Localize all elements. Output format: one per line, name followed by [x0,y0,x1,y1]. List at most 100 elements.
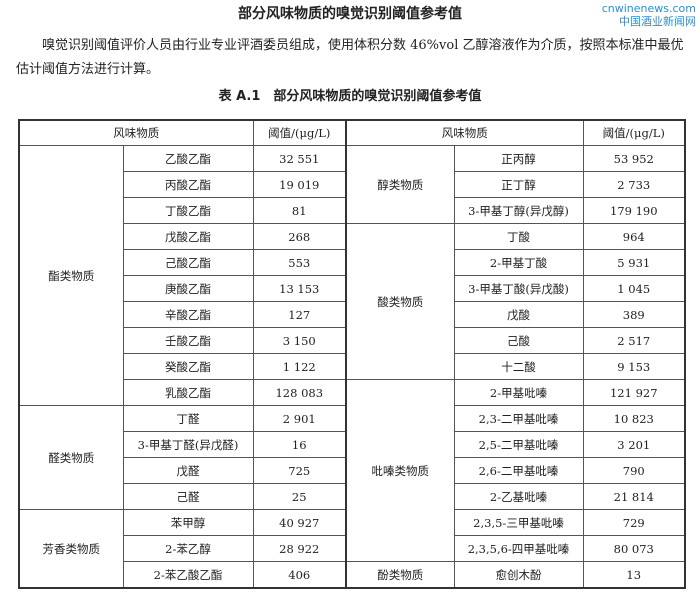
header-threshold-right: 阈值/(μg/L) [582,119,686,146]
table-row: 酯类物质 乙酸乙酯 32 551 醇类物质 正丙醇 53 952 [18,145,686,406]
threshold-value: 964 [582,223,686,250]
threshold-value: 790 [582,457,686,484]
threshold-value: 2 517 [582,327,686,354]
threshold-value: 40 927 [252,509,347,536]
threshold-value: 16 [252,431,347,458]
substance-name: 癸酸乙酯 [122,353,254,380]
substance-name: 愈创木酚 [453,561,584,589]
table-row: 癸酸乙酯 1 122 十二酸 9 153 [19,353,686,380]
threshold-value: 19 019 [252,171,347,198]
substance-name: 丁酸 [453,223,584,250]
substance-name: 2-甲基吡嗪 [453,379,584,406]
table-row: 己醛 25 2-乙基吡嗪 21 814 [19,483,686,510]
threshold-value: 81 [252,197,347,224]
table-row: 丁酸乙酯 81 3-甲基丁醇(异戊醇) 179 190 [19,197,686,224]
category-cell: 吡嗪类物质 [345,379,455,562]
document-title: 部分风味物质的嗅觉识别阈值参考值 [238,6,462,22]
threshold-value: 13 [582,561,686,589]
table-row: 壬酸乙酯 3 150 己酸 2 517 [19,327,686,354]
substance-name: 2,3-二甲基吡嗪 [453,405,584,432]
threshold-value: 13 153 [252,275,347,302]
substance-name: 己酸 [453,327,584,354]
substance-name: 辛酸乙酯 [122,301,254,328]
substance-name: 丁酸乙酯 [122,197,254,224]
table-row: 芳香类物质 苯甲醇 40 927 2,3,5-三甲基吡嗪 729 [18,509,686,589]
substance-name: 2-苯乙醇 [122,535,254,562]
threshold-value: 28 922 [252,535,347,562]
table-row: 乳酸乙酯 128 083 吡嗪类物质 2-甲基吡嗪 121 927 [19,379,686,562]
substance-name: 丙酸乙酯 [122,171,254,198]
table-row: 辛酸乙酯 127 戊酸 389 [19,301,686,328]
substance-name: 3-甲基丁酸(异戊酸) [453,275,584,302]
table-row: 2-苯乙酸乙酯 406 酚类物质 愈创木酚 13 [19,561,686,589]
threshold-value: 25 [252,483,347,510]
threshold-value: 389 [582,301,686,328]
substance-name: 庚酸乙酯 [122,275,254,302]
substance-name: 2,5-二甲基吡嗪 [453,431,584,458]
substance-name: 乙酸乙酯 [122,145,254,172]
threshold-value: 121 927 [582,379,686,406]
threshold-value: 5 931 [582,249,686,276]
category-cell: 酚类物质 [345,561,455,589]
substance-name: 丁醛 [122,405,254,432]
threshold-value: 2 733 [582,171,686,198]
table-row: 丙酸乙酯 19 019 正丁醇 2 733 [19,171,686,198]
substance-name: 2-乙基吡嗪 [453,483,584,510]
header-substance-left: 风味物质 [18,119,254,146]
category-cell: 醇类物质 [345,145,455,224]
category-cell: 醛类物质 [18,405,124,510]
header-substance-right: 风味物质 [345,119,584,146]
table-header-row: 风味物质 阈值/(μg/L) 风味物质 阈值/(μg/L) [18,119,686,146]
category-cell: 酯类物质 [18,145,124,406]
document-page: 部分风味物质的嗅觉识别阈值参考值 嗅觉识别阈值评价人员由行业专业评酒委员组成，使… [16,6,686,589]
threshold-value: 128 083 [252,379,347,406]
threshold-value: 2 901 [252,405,347,432]
threshold-value: 80 073 [582,535,686,562]
substance-name: 2-甲基丁酸 [453,249,584,276]
threshold-table: 风味物质 阈值/(μg/L) 风味物质 阈值/(μg/L) 酯类物质 乙酸乙酯 32… [18,119,686,589]
table-row: 庚酸乙酯 13 153 3-甲基丁酸(异戊酸) 1 045 [19,275,686,302]
substance-name: 壬酸乙酯 [122,327,254,354]
threshold-value: 32 551 [252,145,347,172]
substance-name: 戊酸 [453,301,584,328]
substance-name: 乳酸乙酯 [122,379,254,406]
category-cell: 酸类物质 [345,223,455,380]
substance-name: 十二酸 [453,353,584,380]
table-row: 戊醛 725 2,6-二甲基吡嗪 790 [19,457,686,484]
category-cell: 芳香类物质 [18,509,124,589]
substance-name: 戊酸乙酯 [122,223,254,250]
table-row: 3-甲基丁醛(异戊醛) 16 2,5-二甲基吡嗪 3 201 [19,431,686,458]
table-row: 醛类物质 丁醛 2 901 2,3-二甲基吡嗪 10 823 [18,405,686,510]
substance-name: 3-甲基丁醇(异戊醇) [453,197,584,224]
substance-name: 2,3,5-三甲基吡嗪 [453,509,584,536]
threshold-value: 9 153 [582,353,686,380]
substance-name: 戊醛 [122,457,254,484]
substance-name: 2-苯乙酸乙酯 [122,561,254,589]
threshold-value: 553 [252,249,347,276]
substance-name: 己酸乙酯 [122,249,254,276]
threshold-value: 268 [252,223,347,250]
table-row: 2-苯乙醇 28 922 2,3,5,6-四甲基吡嗪 80 073 [19,535,686,562]
threshold-value: 21 814 [582,483,686,510]
threshold-value: 3 201 [582,431,686,458]
threshold-value: 179 190 [582,197,686,224]
threshold-value: 1 045 [582,275,686,302]
substance-name: 3-甲基丁醛(异戊醛) [122,431,254,458]
substance-name: 2,3,5,6-四甲基吡嗪 [453,535,584,562]
table-row: 己酸乙酯 553 2-甲基丁酸 5 931 [19,249,686,276]
intro-paragraph: 嗅觉识别阈值评价人员由行业专业评酒委员组成，使用体积分数 46%vol 乙醇溶液… [16,38,684,77]
substance-name: 苯甲醇 [122,509,254,536]
threshold-value: 53 952 [582,145,686,172]
threshold-value: 1 122 [252,353,347,380]
substance-name: 2,6-二甲基吡嗪 [453,457,584,484]
table-caption: 表 A.1 部分风味物质的嗅觉识别阈值参考值 [218,89,482,104]
threshold-value: 725 [252,457,347,484]
table-row: 戊酸乙酯 268 酸类物质 丁酸 964 [19,223,686,380]
substance-name: 己醛 [122,483,254,510]
threshold-value: 10 823 [582,405,686,432]
substance-name: 正丙醇 [453,145,584,172]
threshold-value: 127 [252,301,347,328]
substance-name: 正丁醇 [453,171,584,198]
threshold-value: 3 150 [252,327,347,354]
header-threshold-left: 阈值/(μg/L) [252,119,347,146]
